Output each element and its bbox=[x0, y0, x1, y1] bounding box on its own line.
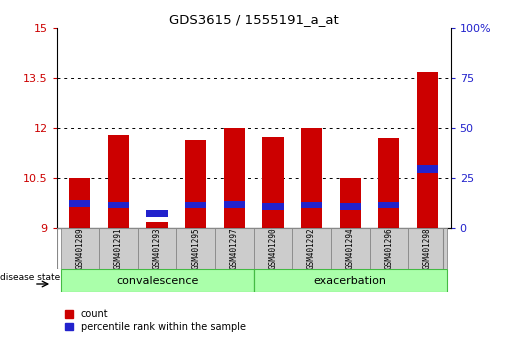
Bar bbox=[176, 228, 215, 269]
Text: GSM401297: GSM401297 bbox=[230, 228, 239, 269]
Text: GSM401292: GSM401292 bbox=[307, 228, 316, 269]
Text: GSM401293: GSM401293 bbox=[152, 228, 162, 269]
Bar bbox=[293, 228, 331, 269]
Bar bbox=[254, 228, 293, 269]
Bar bbox=[370, 228, 408, 269]
Title: GDS3615 / 1555191_a_at: GDS3615 / 1555191_a_at bbox=[169, 13, 338, 26]
Text: GSM401296: GSM401296 bbox=[384, 228, 393, 269]
Bar bbox=[262, 137, 284, 228]
Legend: count, percentile rank within the sample: count, percentile rank within the sample bbox=[65, 309, 246, 332]
Text: exacerbation: exacerbation bbox=[314, 275, 387, 286]
Bar bbox=[408, 228, 447, 269]
Bar bbox=[138, 228, 176, 269]
Bar bbox=[224, 129, 245, 228]
Bar bbox=[146, 210, 168, 217]
Bar bbox=[417, 72, 438, 228]
Bar bbox=[61, 228, 99, 269]
Bar bbox=[185, 202, 207, 208]
Text: convalescence: convalescence bbox=[116, 275, 198, 286]
Bar bbox=[417, 165, 438, 173]
Bar bbox=[215, 228, 254, 269]
Bar bbox=[301, 129, 322, 228]
Text: GSM401289: GSM401289 bbox=[75, 228, 84, 269]
Text: GSM401290: GSM401290 bbox=[268, 228, 278, 269]
Bar bbox=[108, 202, 129, 208]
Bar bbox=[301, 202, 322, 208]
Bar bbox=[339, 178, 361, 228]
Text: GSM401291: GSM401291 bbox=[114, 228, 123, 269]
Bar bbox=[185, 140, 207, 228]
Bar bbox=[69, 200, 91, 207]
Text: GSM401298: GSM401298 bbox=[423, 228, 432, 269]
Bar bbox=[99, 228, 138, 269]
Text: GSM401294: GSM401294 bbox=[346, 228, 355, 269]
Bar bbox=[69, 178, 91, 228]
Bar bbox=[61, 269, 254, 292]
Bar bbox=[224, 201, 245, 208]
Bar bbox=[331, 228, 370, 269]
Text: GSM401295: GSM401295 bbox=[191, 228, 200, 269]
Bar bbox=[378, 138, 400, 228]
Bar bbox=[146, 222, 168, 228]
Bar bbox=[108, 135, 129, 228]
Text: disease state: disease state bbox=[0, 273, 60, 282]
Bar bbox=[339, 203, 361, 210]
Bar bbox=[254, 269, 447, 292]
Bar bbox=[378, 202, 400, 208]
Bar bbox=[262, 203, 284, 210]
